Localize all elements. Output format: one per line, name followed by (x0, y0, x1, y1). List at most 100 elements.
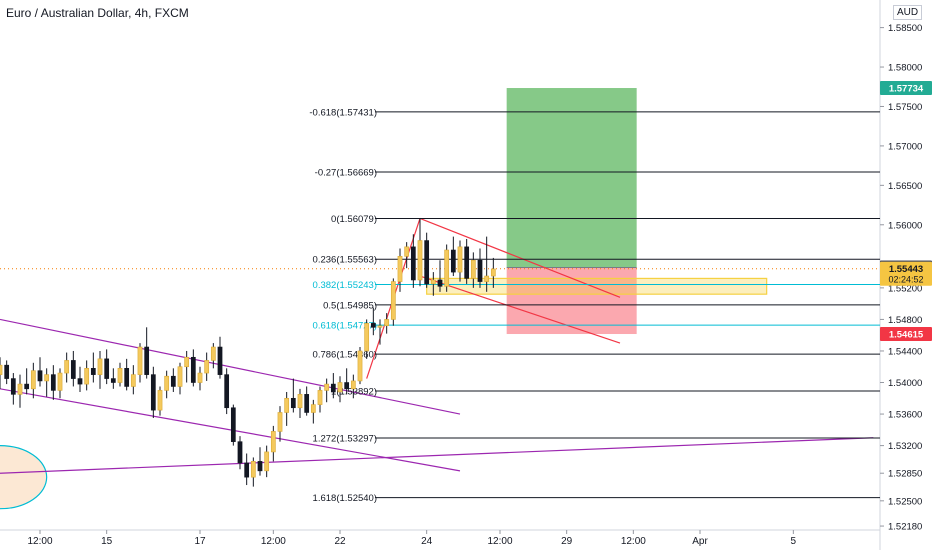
candle-body-down (477, 259, 483, 282)
fib-level-label: 0.236(1.55563) (313, 255, 377, 266)
fib-level-label: 0.382(1.55243) (313, 280, 377, 291)
candle-body-up (457, 246, 463, 273)
candle-body-down (330, 383, 336, 393)
fib-level-label: 0.5(1.54985) (323, 300, 377, 311)
candle-body-up (197, 372, 203, 383)
x-tick-label: 12:00 (621, 536, 646, 547)
ellipse-drawing (0, 445, 48, 510)
candle-body-down (257, 461, 263, 472)
candle-body-up (444, 249, 450, 287)
candle-body-up (204, 360, 210, 374)
candle-body-up (184, 356, 190, 368)
candle-body-up (364, 323, 370, 352)
fib-level-label: 0(1.56079) (331, 214, 377, 225)
candle-body-down (10, 378, 16, 395)
x-tick-label: 24 (421, 536, 433, 547)
candle-body-up (277, 412, 283, 432)
candle-body-up (350, 380, 356, 390)
candle-body-down (464, 246, 470, 279)
x-tick-label: 12:00 (487, 536, 512, 547)
candle-body-up (404, 246, 410, 257)
candle-body-down (344, 382, 350, 390)
candle-body-up (17, 383, 23, 395)
fib-level-label: 0.618(1.54727) (313, 321, 377, 332)
candle-body-up (310, 404, 316, 413)
candle-body-up (44, 374, 50, 382)
price-label-box (880, 327, 932, 342)
candle-body-down (424, 240, 430, 285)
candle-body-down (190, 356, 196, 383)
candle-body-up (417, 240, 423, 281)
candle-body-down (37, 370, 43, 382)
wedge-trendline (0, 388, 461, 472)
candle-body-down (450, 249, 456, 273)
candle-body-up (177, 366, 183, 387)
candle-body-down (150, 374, 156, 411)
candle-body-up (430, 279, 436, 285)
wedge-trendline (0, 437, 874, 474)
candle-body-up (0, 364, 3, 375)
fib-level-label: 1(1.53892) (331, 387, 377, 398)
candle-body-up (484, 275, 490, 282)
candle-body-up (377, 325, 383, 328)
candle-body-up (264, 451, 270, 472)
candle-body-up (324, 383, 330, 391)
x-tick-label: 22 (334, 536, 346, 547)
candle-body-up (470, 259, 476, 279)
candle-body-up (284, 397, 290, 413)
candle-body-down (90, 368, 96, 375)
candle-body-up (384, 319, 390, 327)
candle-body-down (224, 374, 230, 409)
candle-body-down (290, 397, 296, 409)
price-label-text: 1.55443 (889, 264, 923, 275)
candle-body-up (297, 394, 303, 409)
candle-body-down (104, 358, 110, 379)
currency-badge[interactable]: AUD (893, 5, 923, 20)
x-tick-label: 15 (101, 536, 113, 547)
candle-body-up (390, 281, 396, 320)
candle-body-up (337, 382, 343, 393)
candle-body-up (270, 431, 276, 453)
candle-body-up (397, 256, 403, 282)
candle-body-up (97, 358, 103, 375)
x-tick-label: 17 (194, 536, 206, 547)
y-tick-label: 1.57500 (888, 102, 922, 113)
x-tick-label: 5 (791, 536, 797, 547)
y-tick-label: 1.56500 (888, 181, 922, 192)
x-tick-label: 12:00 (27, 536, 52, 547)
y-tick-label: 1.52850 (888, 469, 922, 480)
candle-body-down (237, 441, 243, 464)
y-tick-label: 1.55200 (888, 283, 922, 294)
fib-level-label: 1.618(1.52540) (313, 493, 377, 504)
candle-body-up (30, 370, 36, 390)
fib-levels-layer: -0.618(1.57431) -0.27(1.56669) 0(1.56079) 0… (309, 107, 880, 504)
profit-zone (506, 88, 637, 268)
fib-level-label: -0.618(1.57431) (309, 107, 377, 118)
candle-body-down (124, 368, 130, 387)
candle-body-down (304, 394, 310, 413)
candle-body-down (230, 407, 236, 442)
y-tick-label: 1.54400 (888, 346, 922, 357)
candle-body-up (84, 368, 90, 385)
price-label-text: 1.57734 (889, 84, 924, 95)
y-tick-label: 1.52500 (888, 496, 922, 507)
candle-body-up (164, 375, 170, 391)
candle-body-down (244, 462, 250, 478)
candle-body-down (24, 383, 30, 390)
price-label-box (880, 261, 932, 286)
y-tick-label: 1.56000 (888, 220, 922, 231)
x-tick-label: 12:00 (261, 536, 286, 547)
y-tick-label: 1.57000 (888, 141, 922, 152)
candle-body-up (57, 372, 63, 391)
candles-layer (0, 218, 496, 487)
candle-body-up (64, 360, 70, 374)
fib-level-label: 1.272(1.53297) (313, 433, 377, 444)
candle-body-up (317, 390, 323, 405)
y-tick-label: 1.52180 (888, 522, 922, 533)
candle-body-down (70, 360, 76, 379)
candle-body-up (157, 390, 163, 411)
drawings-layer (0, 88, 880, 510)
